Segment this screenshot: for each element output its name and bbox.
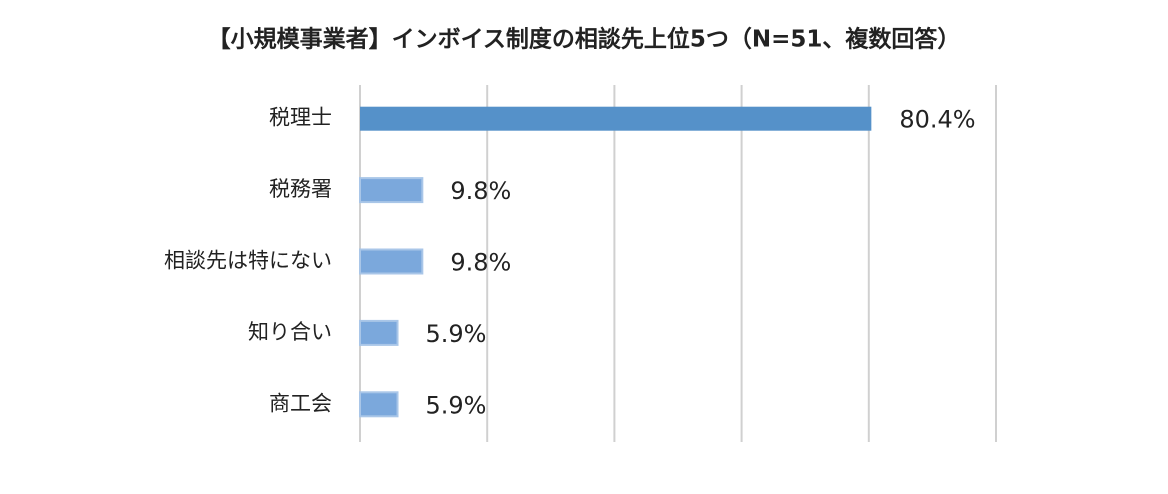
- chart-title: 【小規模事業者】インボイス制度の相談先上位5つ（N=51、複数回答）: [208, 26, 961, 53]
- value-label: 5.9%: [426, 391, 487, 419]
- category-label: 知り合い: [248, 320, 332, 344]
- category-label: 税理士: [269, 106, 332, 130]
- bar: [359, 177, 424, 204]
- bar: [359, 248, 424, 275]
- category-label: 税務署: [269, 177, 332, 201]
- value-label: 80.4%: [899, 106, 975, 134]
- category-label: 商工会: [269, 391, 332, 415]
- value-label: 9.8%: [450, 249, 511, 277]
- value-label: 5.9%: [426, 320, 487, 348]
- value-label: 9.8%: [450, 177, 511, 205]
- bar: [359, 391, 399, 418]
- category-label: 相談先は特にない: [164, 249, 332, 273]
- bar: [360, 106, 872, 131]
- bar: [359, 319, 399, 346]
